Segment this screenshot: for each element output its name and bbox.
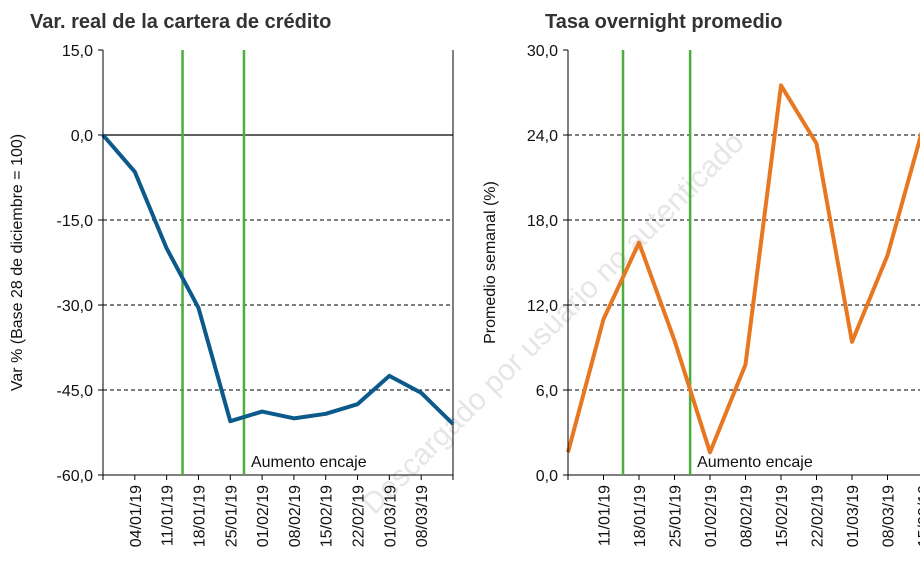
watermark: Descargado por usuario no autenticado (356, 126, 751, 521)
x-tick-label: 08/02/19 (739, 485, 756, 547)
y-axis-label: Var % (Base 28 de diciembre = 100) (9, 134, 26, 391)
x-tick-label: 25/01/19 (223, 485, 240, 547)
x-tick-label: 15/02/19 (319, 485, 336, 547)
y-tick-label: -60,0 (57, 468, 94, 485)
x-tick-label: 01/02/19 (703, 485, 720, 547)
y-tick-label: 12,0 (527, 298, 558, 315)
x-tick-label: 01/03/19 (845, 485, 862, 547)
annotation: Aumento encaje (251, 454, 367, 471)
y-tick-label: 0,0 (71, 128, 93, 145)
x-tick-label: 08/03/19 (881, 485, 898, 547)
y-tick-label: -45,0 (57, 383, 94, 400)
x-tick-label: 11/01/19 (597, 485, 614, 546)
x-tick-label: 25/01/19 (668, 485, 685, 547)
y-tick-label: 6,0 (536, 383, 558, 400)
x-tick-label: 18/01/19 (632, 485, 649, 547)
x-tick-label: 01/03/19 (382, 485, 399, 547)
x-tick-label: 04/01/19 (128, 485, 145, 547)
x-tick-label: 01/02/19 (255, 485, 272, 547)
x-tick-label: 08/03/19 (414, 485, 431, 547)
y-tick-label: 15,0 (62, 43, 93, 60)
x-tick-label: 11/01/19 (160, 485, 177, 546)
plots: 04/01/19 11/01/19 18/01/19 25/01/19 01/02/19… (101, 50, 920, 547)
x-tick-label: 15/02/19 (774, 485, 791, 547)
x-tick-label: 08/02/19 (287, 485, 304, 547)
y-tick-label: 0,0 (536, 468, 558, 485)
y-tick-label: 24,0 (527, 128, 558, 145)
series-line (566, 83, 920, 455)
series-line (101, 133, 455, 426)
y-tick-label: 30,0 (527, 43, 558, 60)
x-tick-label: 18/01/19 (191, 485, 208, 547)
y-tick-label: 18,0 (527, 213, 558, 230)
chart-title: Tasa overnight promedio (545, 11, 782, 33)
x-tick-label: 22/02/19 (351, 485, 368, 547)
y-axis-label: Promedio semanal (%) (482, 181, 499, 344)
x-tick-label: 15/03/19 (916, 485, 920, 547)
y-tick-label: -15,0 (57, 213, 94, 230)
chart-title: Var. real de la cartera de crédito (30, 11, 331, 33)
y-tick-label: -30,0 (57, 298, 94, 315)
annotation: Aumento encaje (697, 454, 813, 471)
x-tick-label: 22/02/19 (810, 485, 827, 547)
